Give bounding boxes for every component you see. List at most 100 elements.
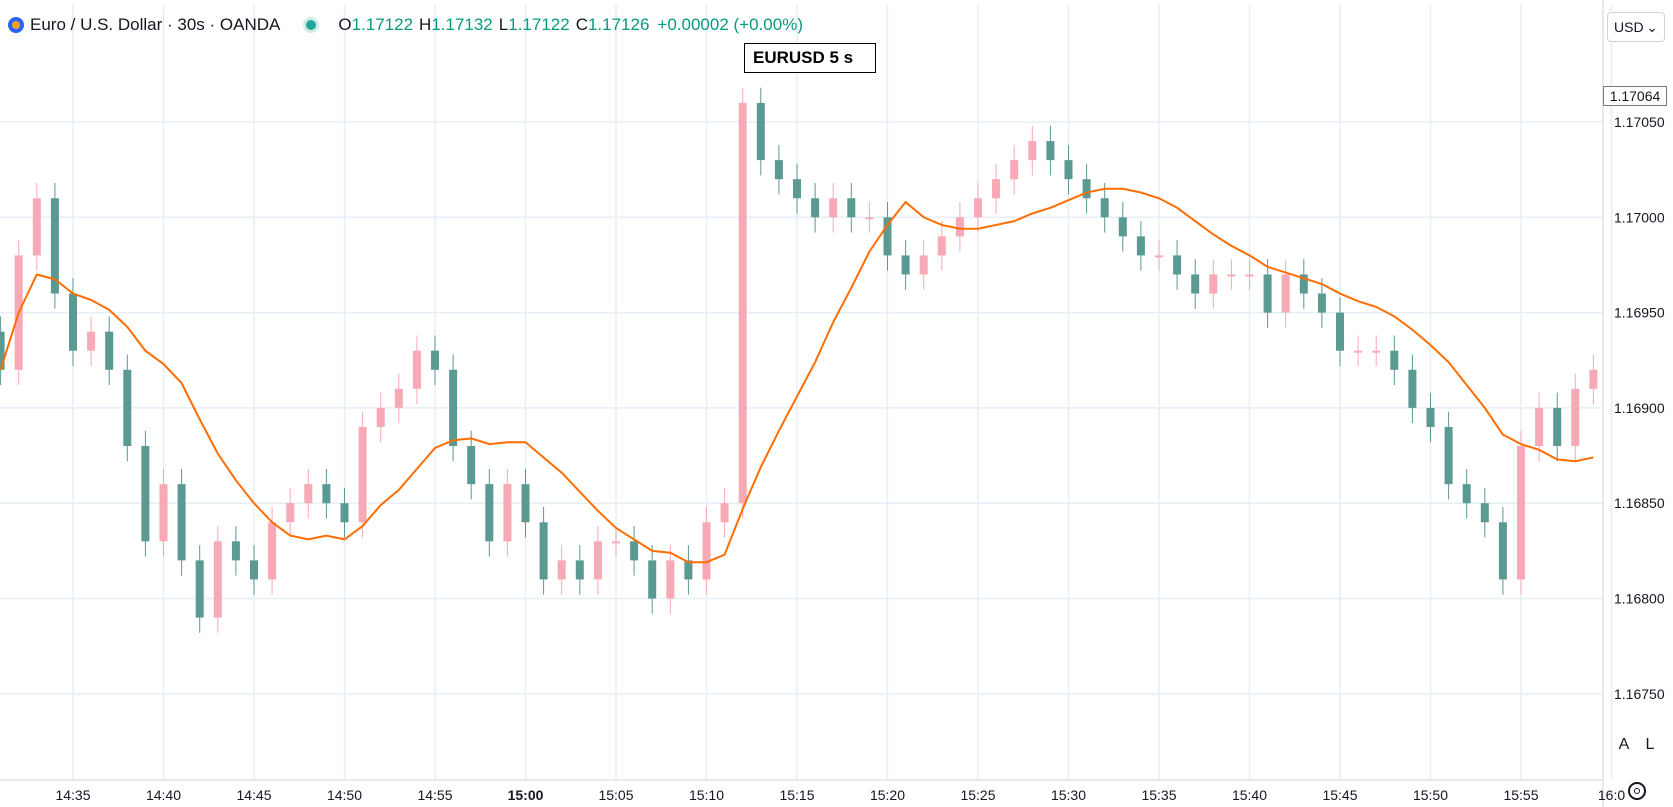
x-tick-label: 15:55 [1503,787,1538,803]
candle-body [1281,274,1290,313]
x-tick-label: 14:40 [146,787,181,803]
x-tick-label: 14:50 [327,787,362,803]
candle-body [231,541,240,561]
y-tick-label: 1.16850 [1614,495,1665,511]
auto-scale-button[interactable]: A [1618,736,1630,753]
candle-body [1480,503,1489,523]
candle-body [87,331,96,351]
candle-body [1535,407,1544,447]
candle-body [1444,426,1453,485]
candle-body [1336,312,1344,351]
candle-body [1462,484,1471,504]
currency-selector[interactable]: USD ⌄ [1607,12,1665,42]
candle-body [521,484,530,523]
candle-body [1028,141,1037,161]
chevron-down-icon: ⌄ [1646,18,1658,35]
candle-body [503,484,512,542]
x-tick-label: 14:55 [417,787,452,803]
ohlc-high-value: 1.17132 [431,15,493,34]
candle-body [123,369,132,447]
candle-body [901,255,910,275]
candle-body [793,179,801,199]
ohlc-open-label: O [338,15,352,34]
candle-body [304,484,313,504]
y-tick-label: 1.16900 [1614,400,1665,416]
candle-body [1136,236,1145,256]
candle-body [431,350,439,370]
candle-body [593,541,602,580]
gear-icon[interactable] [1628,782,1646,800]
candle-body [1408,369,1417,408]
x-tick-label: 15:50 [1413,787,1448,803]
symbol-logo-icon[interactable] [8,17,24,33]
candle-body [1372,350,1381,353]
candle-body [250,560,258,580]
candle-body [557,560,566,580]
candle-body [1263,274,1272,313]
candle-body [883,217,892,256]
candle-body [1571,388,1580,447]
chart-watermark-label[interactable]: EURUSD 5 s [744,43,876,73]
candle-body [412,350,421,389]
candle-body [1191,274,1200,294]
candle-body [268,522,277,580]
candle-body [1317,293,1326,313]
candle-body [1245,274,1254,277]
candle-body [666,560,675,599]
candle-body [159,484,168,542]
candle-body [919,255,928,275]
y-tick-label: 1.17000 [1614,209,1665,225]
candle-body [485,484,494,542]
x-tick-label: 15:45 [1322,787,1357,803]
x-tick-label: 14:45 [236,787,271,803]
price-change: +0.00002 (+0.00%) [657,15,803,34]
candle-body [575,560,584,580]
candle-body [1354,350,1363,353]
candle-body [1589,369,1598,389]
candle-body [213,541,222,618]
x-tick-label: 15:10 [689,787,724,803]
candle-body [1118,217,1127,237]
y-tick-label: 1.16750 [1614,686,1665,702]
x-tick-label: 15:05 [598,787,633,803]
candle-body [1209,274,1218,294]
x-tick-label: 15:35 [1141,787,1176,803]
candle-body [774,160,783,180]
overlay-layer [0,187,1594,564]
candle-body [1064,160,1073,180]
candle-body [612,541,620,544]
candle-body [1517,446,1525,580]
candle-body [449,369,458,447]
candle-body [1173,255,1182,275]
candle-body [974,198,982,218]
candle-body [738,102,747,504]
candle-body [286,503,295,523]
candle-body [105,331,114,370]
candle-body [720,503,729,523]
candle-body [50,198,59,294]
ohlc-low-label: L [498,15,509,34]
currency-label: USD [1614,19,1644,35]
candle-body [195,560,204,618]
candle-body [630,541,639,561]
candle-body [992,179,1001,199]
candle-body [1227,274,1236,277]
candle-body [69,293,77,351]
candle-body [141,446,150,542]
candle-body [358,426,367,523]
candle-body [756,102,765,161]
x-tick-label: 15:40 [1232,787,1267,803]
candle-body [177,484,186,561]
x-tick-label: 14:35 [55,787,90,803]
candle-body [1299,274,1308,294]
candle-body [1100,198,1109,218]
candle-body [539,522,548,580]
log-scale-button[interactable]: L [1645,736,1655,753]
candle-body [702,522,711,580]
symbol-title[interactable]: Euro / U.S. Dollar · 30s · OANDA [30,15,281,34]
current-price-tag: 1.17064 [1603,86,1667,106]
moving-average-line [0,187,1594,564]
market-status-icon [306,20,317,30]
